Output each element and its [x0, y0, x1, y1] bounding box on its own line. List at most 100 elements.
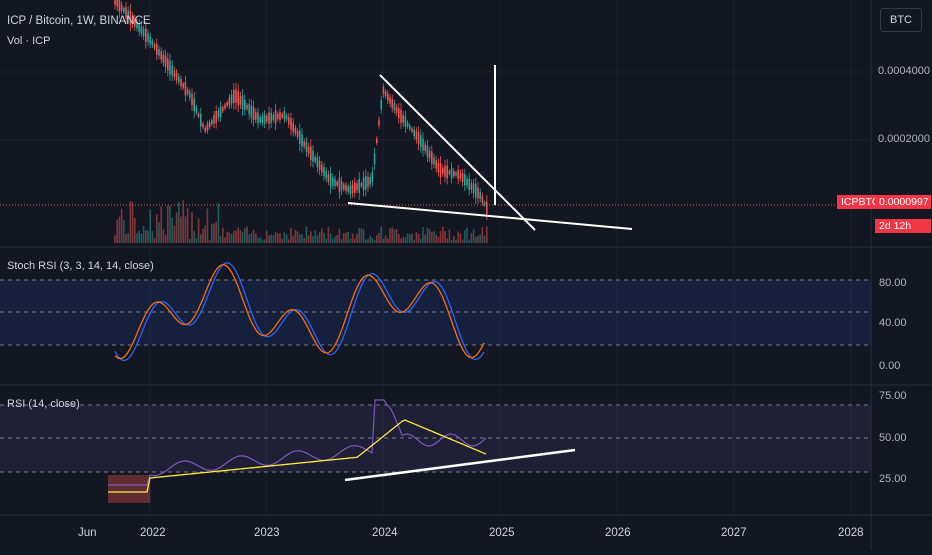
currency-badge[interactable]: BTC: [880, 8, 922, 32]
volume-bar: [433, 231, 435, 243]
candle-body: [281, 113, 283, 118]
candle-body: [387, 93, 389, 101]
volume-bar: [417, 233, 420, 243]
volume-bar: [395, 229, 398, 243]
candle-body: [426, 145, 429, 157]
candle-body: [472, 183, 475, 194]
volume-bar: [171, 217, 173, 243]
volume-bar: [140, 233, 143, 243]
candle-body: [127, 10, 129, 20]
candle-body: [459, 172, 462, 179]
candle-body: [303, 141, 305, 147]
candle-body: [277, 113, 279, 119]
volume-bar: [237, 227, 239, 243]
candle-body: [362, 177, 365, 191]
volume-bar: [475, 236, 477, 243]
stoch-tick: 40.00: [879, 317, 907, 329]
volume-bar: [448, 229, 451, 243]
candle-body: [349, 185, 352, 195]
volume-bar: [169, 205, 171, 243]
volume-bar: [246, 226, 248, 243]
candle-body: [200, 113, 202, 127]
candle-body: [402, 115, 404, 123]
candle-body: [235, 89, 237, 103]
volume-bar: [453, 235, 455, 243]
candle-body: [169, 60, 171, 75]
candle-body: [288, 116, 290, 125]
candle-body: [486, 201, 488, 214]
volume-bar: [230, 234, 233, 243]
volume-bar: [226, 231, 228, 243]
candle-body: [173, 70, 176, 77]
volume-bar: [186, 208, 189, 243]
candle-body: [164, 55, 167, 68]
volume-bar: [206, 208, 209, 243]
volume-bar: [215, 221, 217, 243]
rsi-tick: 25.00: [879, 473, 907, 485]
candle-body: [160, 51, 162, 60]
candle-body: [475, 184, 477, 198]
candle-body: [411, 128, 413, 132]
volume-bar: [305, 226, 308, 243]
volume-bar: [151, 231, 154, 243]
volume-bar: [347, 231, 349, 243]
candle-body: [450, 167, 453, 179]
candle-body: [292, 122, 294, 132]
volume-bar: [409, 234, 411, 243]
candle-body: [239, 96, 242, 105]
candle-body: [327, 174, 330, 182]
volume-bar: [228, 232, 231, 243]
volume-bar: [274, 232, 277, 243]
candle-body: [224, 104, 226, 109]
candle-body: [439, 163, 442, 178]
volume-label[interactable]: Vol · ICP: [7, 35, 51, 47]
volume-bar: [195, 238, 198, 243]
candle-body: [446, 165, 448, 179]
volume-bar: [279, 232, 281, 243]
candle-body: [424, 144, 426, 152]
volume-bar: [402, 236, 404, 243]
candle-body: [373, 153, 376, 165]
candle-body: [417, 132, 420, 145]
candle-body: [153, 44, 156, 49]
candle-body: [413, 129, 415, 137]
candle-body: [468, 178, 470, 190]
candle-body: [175, 72, 178, 81]
stoch-rsi-label[interactable]: Stoch RSI (3, 3, 14, 14, close): [7, 260, 154, 272]
candle-body: [195, 107, 198, 113]
candle-body: [457, 169, 459, 180]
volume-bar: [332, 238, 334, 243]
volume-bar: [189, 239, 191, 243]
volume-bar: [371, 237, 374, 243]
volume-bar: [184, 216, 187, 243]
candle-body: [343, 184, 345, 190]
candle-body: [202, 123, 204, 128]
candle-body: [252, 107, 255, 121]
volume-bar: [248, 234, 250, 243]
rsi-oversold-fill: [108, 475, 150, 503]
candle-body: [250, 105, 253, 118]
candle-body: [142, 29, 145, 37]
candle-body: [358, 178, 360, 193]
symbol-title[interactable]: ICP / Bitcoin, 1W, BINANCE: [7, 15, 151, 27]
time-label: 2022: [140, 527, 166, 539]
volume-bar: [411, 233, 413, 243]
candle-body: [147, 33, 149, 42]
candle-body: [323, 167, 325, 177]
volume-bar: [376, 235, 378, 243]
candle-body: [248, 103, 250, 115]
candle-body: [233, 89, 235, 104]
volume-bar: [314, 230, 316, 243]
stoch-tick: 80.00: [879, 277, 907, 289]
current-price-tag: 0.0000997: [875, 195, 931, 209]
candle-body: [369, 177, 371, 185]
candle-body: [448, 170, 451, 175]
rsi-label[interactable]: RSI (14, close): [7, 398, 80, 410]
volume-bar: [118, 216, 121, 243]
volume-bar: [244, 228, 246, 243]
candle-body: [406, 122, 409, 127]
candle-body: [266, 116, 268, 122]
volume-bar: [263, 239, 266, 243]
